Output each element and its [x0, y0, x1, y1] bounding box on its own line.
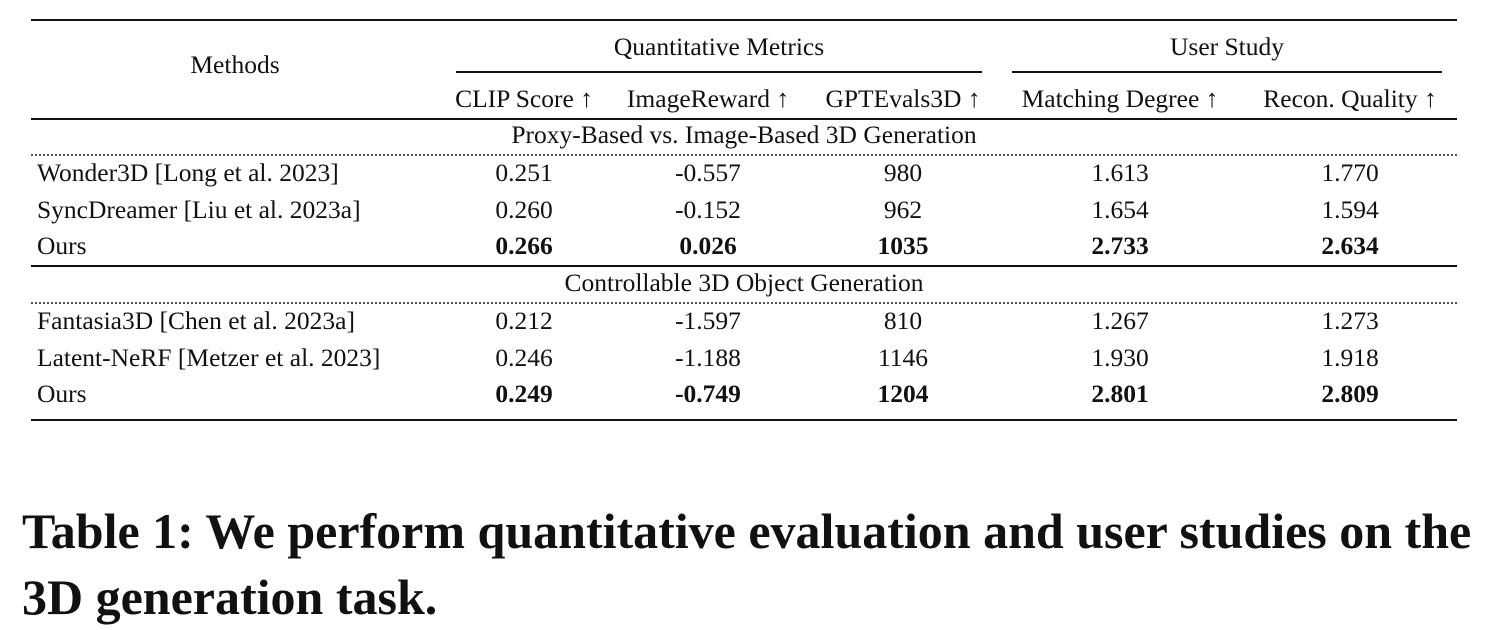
row-syncdreamer-gptevals: 962 [883, 195, 923, 224]
column-header-imagereward: ImageReward ↑ [626, 84, 790, 113]
row-latent-nerf-imagereward: -1.188 [675, 343, 741, 372]
row-ours-1-imagereward: 0.026 [679, 231, 737, 260]
row-fantasia3d-recon: 1.273 [1321, 306, 1379, 335]
row-fantasia3d-matching: 1.267 [1091, 306, 1149, 335]
row-latent-nerf-gptevals: 1146 [877, 343, 929, 372]
row-latent-nerf-clip: 0.246 [495, 343, 553, 372]
column-header-matching-degree: Matching Degree ↑ [1021, 84, 1219, 113]
row-latent-nerf-matching: 1.930 [1091, 343, 1149, 372]
row-ours-2-gptevals: 1204 [877, 379, 929, 408]
row-wonder3d-gptevals: 980 [883, 158, 923, 187]
group-underline-user-study [1012, 71, 1442, 73]
row-ours-2-recon: 2.809 [1321, 379, 1379, 408]
section-title-controllable: Controllable 3D Object Generation [564, 268, 924, 297]
top-rule [31, 19, 1457, 21]
section-separator-rule [31, 265, 1457, 267]
row-syncdreamer-recon: 1.594 [1321, 195, 1379, 224]
row-latent-nerf-recon: 1.918 [1321, 343, 1379, 372]
row-ours-2-method: Ours [37, 379, 87, 408]
row-wonder3d-matching: 1.613 [1091, 158, 1149, 187]
results-table: Methods Quantitative Metrics User Study … [31, 0, 1457, 440]
row-ours-1-matching: 2.733 [1091, 231, 1149, 260]
row-latent-nerf-method: Latent-NeRF [Metzer et al. 2023] [37, 343, 381, 372]
row-wonder3d-imagereward: -0.557 [675, 158, 741, 187]
row-syncdreamer-imagereward: -0.152 [675, 195, 741, 224]
group-header-user-study: User Study [1169, 32, 1285, 61]
section-title-proxy-vs-image: Proxy-Based vs. Image-Based 3D Generatio… [511, 120, 977, 149]
header-bottom-rule [31, 118, 1457, 120]
section-2-divider [31, 302, 1457, 304]
row-ours-2-clip: 0.249 [495, 379, 553, 408]
group-header-quantitative: Quantitative Metrics [613, 32, 825, 61]
row-ours-1-method: Ours [37, 231, 87, 260]
row-fantasia3d-gptevals: 810 [883, 306, 923, 335]
row-fantasia3d-clip: 0.212 [495, 306, 553, 335]
row-fantasia3d-imagereward: -1.597 [675, 306, 741, 335]
row-ours-1-recon: 2.634 [1321, 231, 1379, 260]
row-syncdreamer-clip: 0.260 [495, 195, 553, 224]
table-caption: Table 1: We perform quantitative evaluat… [22, 503, 1472, 625]
methods-header: Methods [190, 50, 280, 79]
row-syncdreamer-method: SyncDreamer [Liu et al. 2023a] [37, 195, 361, 224]
row-ours-1-clip: 0.266 [495, 231, 553, 260]
column-header-gptevals3d: GPTEvals3D ↑ [825, 84, 981, 113]
row-wonder3d-method: Wonder3D [Long et al. 2023] [37, 158, 339, 187]
row-ours-2-matching: 2.801 [1091, 379, 1149, 408]
row-ours-2-imagereward: -0.749 [675, 379, 741, 408]
section-1-divider [31, 154, 1457, 156]
bottom-rule [31, 419, 1457, 421]
group-underline-quantitative [456, 71, 982, 73]
row-syncdreamer-matching: 1.654 [1091, 195, 1149, 224]
row-wonder3d-recon: 1.770 [1321, 158, 1379, 187]
row-ours-1-gptevals: 1035 [877, 231, 929, 260]
column-header-clip-score: CLIP Score ↑ [455, 84, 593, 113]
column-header-recon-quality: Recon. Quality ↑ [1263, 84, 1437, 113]
row-wonder3d-clip: 0.251 [495, 158, 553, 187]
row-fantasia3d-method: Fantasia3D [Chen et al. 2023a] [37, 306, 355, 335]
